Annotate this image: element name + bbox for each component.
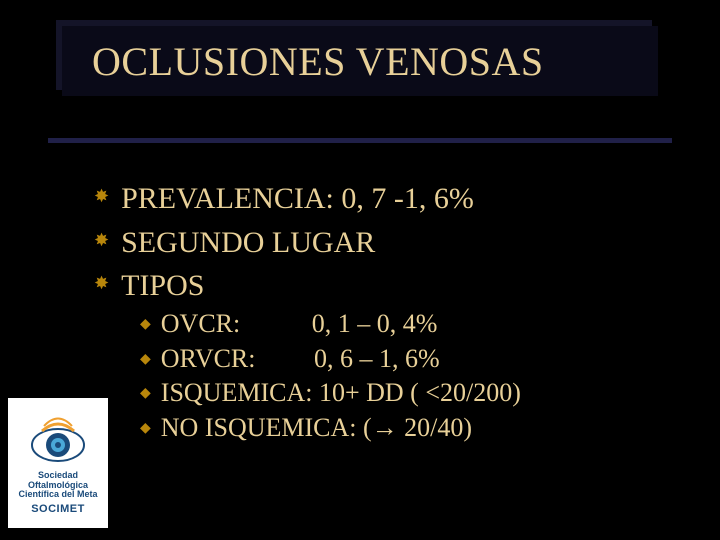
bullet-text: TIPOS — [121, 267, 204, 305]
list-item: ◆ NO ISQUEMICA: (→ 20/40) — [140, 412, 660, 445]
logo-container: Sociedad Oftalmológica Científica del Me… — [8, 398, 108, 528]
diamond-icon: ◆ — [140, 351, 151, 368]
main-bullet-list: ✸ PREVALENCIA: 0, 7 -1, 6% ✸ SEGUNDO LUG… — [94, 180, 654, 311]
eye-logo-icon — [30, 411, 86, 467]
sub-text: ISQUEMICA: 10+ DD ( <20/200) — [161, 377, 521, 410]
sub-bullet-list: ◆ OVCR: 0, 1 – 0, 4% ◆ ORVCR: 0, 6 – 1, … — [140, 308, 660, 446]
star-icon: ✸ — [94, 186, 109, 207]
slide-title: OCLUSIONES VENOSAS — [92, 38, 544, 85]
star-icon: ✸ — [94, 273, 109, 294]
sub-text: ORVCR: 0, 6 – 1, 6% — [161, 343, 440, 376]
title-container: OCLUSIONES VENOSAS — [62, 26, 658, 96]
bullet-text: PREVALENCIA: 0, 7 -1, 6% — [121, 180, 474, 218]
list-item: ◆ ISQUEMICA: 10+ DD ( <20/200) — [140, 377, 660, 410]
list-item: ◆ ORVCR: 0, 6 – 1, 6% — [140, 343, 660, 376]
star-icon: ✸ — [94, 230, 109, 251]
list-item: ✸ PREVALENCIA: 0, 7 -1, 6% — [94, 180, 654, 218]
sub-text: OVCR: 0, 1 – 0, 4% — [161, 308, 438, 341]
bullet-text: SEGUNDO LUGAR — [121, 224, 375, 262]
logo-text-line2: Científica del Meta — [18, 490, 97, 500]
logo-text-line1: Sociedad Oftalmológica — [12, 471, 104, 491]
title-divider — [48, 138, 672, 143]
diamond-icon: ◆ — [140, 420, 151, 437]
logo-brand: SOCIMET — [31, 503, 85, 515]
list-item: ✸ TIPOS — [94, 267, 654, 305]
list-item: ✸ SEGUNDO LUGAR — [94, 224, 654, 262]
sub-text: NO ISQUEMICA: (→ 20/40) — [161, 412, 472, 445]
diamond-icon: ◆ — [140, 316, 151, 333]
diamond-icon: ◆ — [140, 385, 151, 402]
list-item: ◆ OVCR: 0, 1 – 0, 4% — [140, 308, 660, 341]
